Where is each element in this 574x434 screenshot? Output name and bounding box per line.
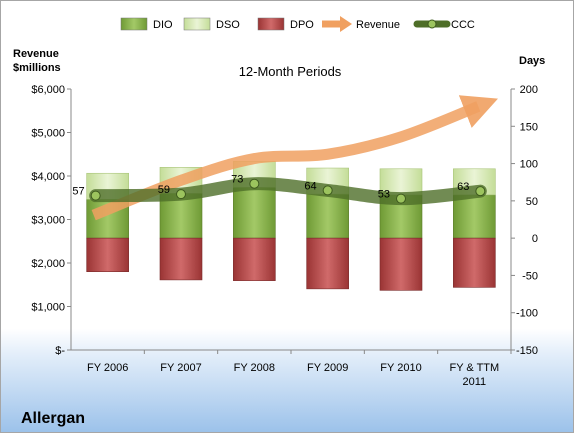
legend-label: DSO [216,19,240,31]
lines-group [89,95,498,221]
left-tick-label: $6,000 [31,84,65,96]
left-tick-label: $4,000 [31,171,65,183]
x-tick-label: FY 2008 [234,362,275,374]
right-tick-label: 150 [520,121,538,133]
left-tick-label: $- [55,345,65,357]
right-tick-label: 100 [520,159,538,171]
bar-dio [233,187,276,239]
bar-dio [453,194,496,239]
ccc-line [89,177,487,206]
right-tick-label: -100 [516,308,538,320]
ccc-data-label: 64 [304,180,316,192]
x-tick-label: FY 2010 [380,362,421,374]
ccc-data-label: 53 [378,189,390,201]
left-axis-label-line-2: $millions [13,62,61,74]
bar-dpo [306,237,349,290]
axes-group: $- $1,000 $2,000 $3,000 $4,000 $5,000 $6,000 -1… [31,84,538,388]
right-tick-label: 200 [520,84,538,96]
ccc-point [176,189,186,200]
legend-marker-ccc [427,19,437,29]
legend-arrowhead [340,16,352,32]
legend-label: Revenue [356,19,400,31]
legend-swatch-dio [120,17,148,31]
left-tick-label: $2,000 [31,258,65,270]
bar-dpo [159,237,203,281]
x-tick-label: FY 2009 [307,362,348,374]
legend: DIO DSO DPO Revenue CCC [120,16,475,32]
right-tick-label: 50 [526,196,538,208]
right-axis-label: Days [519,55,545,67]
left-tick-label: $5,000 [31,128,65,140]
x-tick-label: FY 2006 [87,362,128,374]
ccc-data-label: 57 [72,186,84,198]
bar-dso [379,168,423,196]
bar-dio [306,193,349,239]
bar-dpo [86,237,129,272]
revenue-line [91,95,498,221]
ccc-point [322,185,333,196]
ccc-point [475,186,486,197]
x-tick-label: FY 2007 [160,362,201,374]
left-tick-label: $1,000 [31,302,65,314]
legend-swatch-dso [183,17,211,31]
ccc-point [249,178,260,189]
ccc-point [396,193,406,204]
right-tick-label: 0 [532,233,538,245]
legend-label: DPO [290,19,314,31]
company-name: Allergan [21,410,85,427]
ccc-data-label: 59 [158,184,170,196]
bar-dpo [453,237,496,288]
chart-title: 12-Month Periods [239,64,342,79]
right-tick-label: -50 [522,270,538,282]
left-axis-label-line-1: Revenue [13,48,59,60]
labels-group: 57 59 73 64 53 63 [72,174,469,201]
legend-swatch-dpo [257,17,285,31]
right-tick-label: -150 [516,345,538,357]
left-tick-label: $3,000 [31,215,65,227]
bar-dpo [233,237,276,281]
x-tick-label: 2011 [463,376,487,388]
ccc-point [90,190,101,201]
ccc-data-label: 73 [231,174,243,186]
legend-label: CCC [451,19,475,31]
legend-label: DIO [153,19,173,31]
bar-dpo [379,237,423,291]
x-tick-label: FY & TTM [449,362,499,374]
ccc-data-label: 63 [457,181,469,193]
